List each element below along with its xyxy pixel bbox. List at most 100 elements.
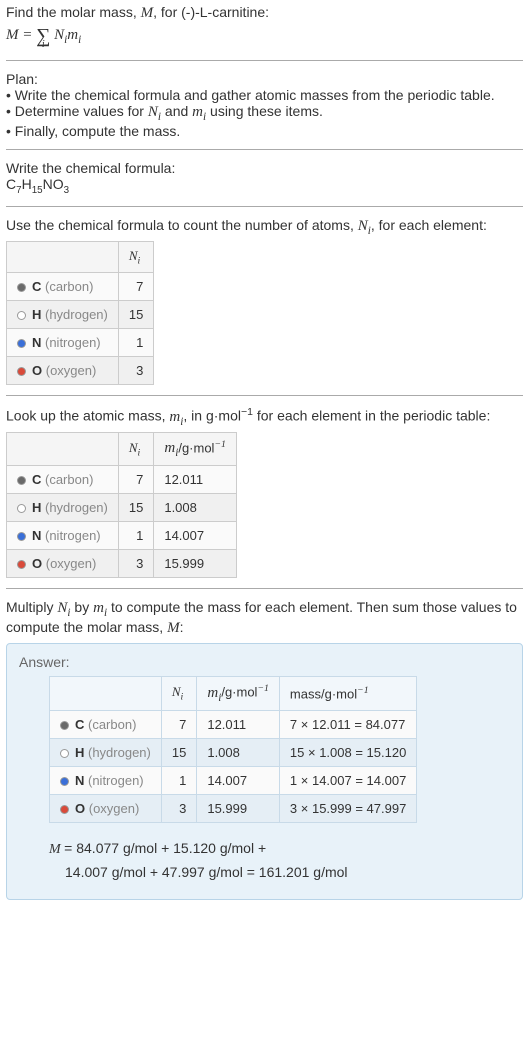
- element-cell: C (carbon): [50, 710, 162, 738]
- m-value: 14.007: [154, 522, 237, 550]
- element-name: (nitrogen): [88, 773, 144, 788]
- plan-bullet-1: • Write the chemical formula and gather …: [6, 87, 523, 103]
- table-row: O (oxygen)315.9993 × 15.999 = 47.997: [50, 794, 417, 822]
- intro-text: Find the molar mass, M, for (-)-L-carnit…: [6, 4, 269, 20]
- table-row: N (nitrogen)114.0071 × 14.007 = 14.007: [50, 766, 417, 794]
- plan-bullet-3: • Finally, compute the mass.: [6, 123, 523, 139]
- table-row: C (carbon) 712.011: [7, 466, 237, 494]
- n-value: 7: [118, 466, 153, 494]
- table-row: O (oxygen)315.999: [7, 550, 237, 578]
- element-cell: H (hydrogen): [7, 301, 119, 329]
- element-symbol: H: [75, 745, 88, 760]
- element-cell: O (oxygen): [50, 794, 162, 822]
- element-symbol: N: [75, 773, 88, 788]
- element-name: (carbon): [88, 717, 136, 732]
- n-value: 3: [161, 794, 196, 822]
- element-cell: N (nitrogen): [50, 766, 162, 794]
- element-name: (oxygen): [46, 363, 97, 378]
- element-symbol: N: [32, 528, 45, 543]
- n-value: 15: [161, 738, 196, 766]
- n-value: 3: [118, 357, 153, 385]
- chem-heading: Write the chemical formula:: [6, 160, 523, 176]
- table-row: N (nitrogen)1: [7, 329, 154, 357]
- mass-heading: Look up the atomic mass, mi, in g·mol−1 …: [6, 406, 523, 428]
- mass-value: 7 × 12.011 = 84.077: [279, 710, 416, 738]
- element-name: (carbon): [45, 472, 93, 487]
- element-name: (oxygen): [46, 556, 97, 571]
- table-row: C (carbon)712.0117 × 12.011 = 84.077: [50, 710, 417, 738]
- plan: Plan: • Write the chemical formula and g…: [6, 71, 523, 139]
- element-dot-icon: [17, 311, 26, 320]
- atom-count-table: Ni C (carbon)7H (hydrogen)15N (nitrogen)…: [6, 241, 154, 386]
- col-m: mi/g·mol−1: [154, 433, 237, 466]
- element-dot-icon: [60, 805, 69, 814]
- element-name: (nitrogen): [45, 335, 101, 350]
- table-row: H (hydrogen)15: [7, 301, 154, 329]
- element-cell: N (nitrogen): [7, 522, 119, 550]
- element-symbol: O: [75, 801, 89, 816]
- table-row: C (carbon)7: [7, 273, 154, 301]
- element-symbol: O: [32, 363, 46, 378]
- chemical-formula-section: Write the chemical formula: C7H15NO3: [6, 160, 523, 196]
- element-cell: N (nitrogen): [7, 329, 119, 357]
- element-name: (carbon): [45, 279, 93, 294]
- element-dot-icon: [17, 504, 26, 513]
- element-dot-icon: [17, 367, 26, 376]
- element-cell: O (oxygen): [7, 550, 119, 578]
- n-value: 7: [161, 710, 196, 738]
- element-name: (hydrogen): [45, 307, 108, 322]
- table-header-row: Ni: [7, 241, 154, 273]
- atomic-mass-section: Look up the atomic mass, mi, in g·mol−1 …: [6, 406, 523, 578]
- answer-table: Ni mi/g·mol−1 mass/g·mol−1 C (carbon)712…: [49, 676, 417, 822]
- n-value: 7: [118, 273, 153, 301]
- element-cell: H (hydrogen): [7, 494, 119, 522]
- n-value: 3: [118, 550, 153, 578]
- table-row: N (nitrogen)114.007: [7, 522, 237, 550]
- col-n: Ni: [161, 677, 196, 710]
- element-name: (hydrogen): [88, 745, 151, 760]
- m-value: 1.008: [154, 494, 237, 522]
- element-dot-icon: [17, 476, 26, 485]
- element-symbol: C: [32, 279, 45, 294]
- final-equation: M = 84.077 g/mol + 15.120 g/mol + 14.007…: [49, 837, 510, 886]
- element-cell: O (oxygen): [7, 357, 119, 385]
- element-name: (nitrogen): [45, 528, 101, 543]
- col-n: Ni: [118, 433, 153, 466]
- n-value: 15: [118, 301, 153, 329]
- multiply-section: Multiply Ni by mi to compute the mass fo…: [6, 599, 523, 637]
- element-dot-icon: [17, 560, 26, 569]
- element-dot-icon: [17, 339, 26, 348]
- m-value: 12.011: [197, 710, 280, 738]
- element-symbol: H: [32, 500, 45, 515]
- table-row: O (oxygen)3: [7, 357, 154, 385]
- atomic-mass-table: Ni mi/g·mol−1 C (carbon) 712.011 H (hydrog…: [6, 432, 237, 578]
- m-value: 14.007: [197, 766, 280, 794]
- element-cell: H (hydrogen): [50, 738, 162, 766]
- col-m: mi/g·mol−1: [197, 677, 280, 710]
- plan-heading: Plan:: [6, 71, 523, 87]
- chem-formula: C7H15NO3: [6, 176, 523, 196]
- table-header-row: Ni mi/g·mol−1: [7, 433, 237, 466]
- m-value: 12.011: [154, 466, 237, 494]
- m-value: 15.999: [154, 550, 237, 578]
- element-symbol: C: [75, 717, 88, 732]
- answer-box: Answer: Ni mi/g·mol−1 mass/g·mol−1 C (ca…: [6, 643, 523, 900]
- col-n: Ni: [118, 241, 153, 273]
- element-cell: C (carbon): [7, 273, 119, 301]
- table-row: H (hydrogen)151.008: [7, 494, 237, 522]
- n-value: 1: [118, 522, 153, 550]
- element-name: (hydrogen): [45, 500, 108, 515]
- element-symbol: N: [32, 335, 45, 350]
- element-dot-icon: [60, 749, 69, 758]
- count-heading: Use the chemical formula to count the nu…: [6, 217, 523, 237]
- n-value: 1: [161, 766, 196, 794]
- element-dot-icon: [60, 721, 69, 730]
- plan-bullet-2: • Determine values for Ni and mi using t…: [6, 103, 523, 123]
- element-dot-icon: [17, 283, 26, 292]
- element-symbol: C: [32, 472, 45, 487]
- element-symbol: O: [32, 556, 46, 571]
- n-value: 15: [118, 494, 153, 522]
- table-header-row: Ni mi/g·mol−1 mass/g·mol−1: [50, 677, 417, 710]
- table-row: H (hydrogen)151.00815 × 1.008 = 15.120: [50, 738, 417, 766]
- mass-value: 3 × 15.999 = 47.997: [279, 794, 416, 822]
